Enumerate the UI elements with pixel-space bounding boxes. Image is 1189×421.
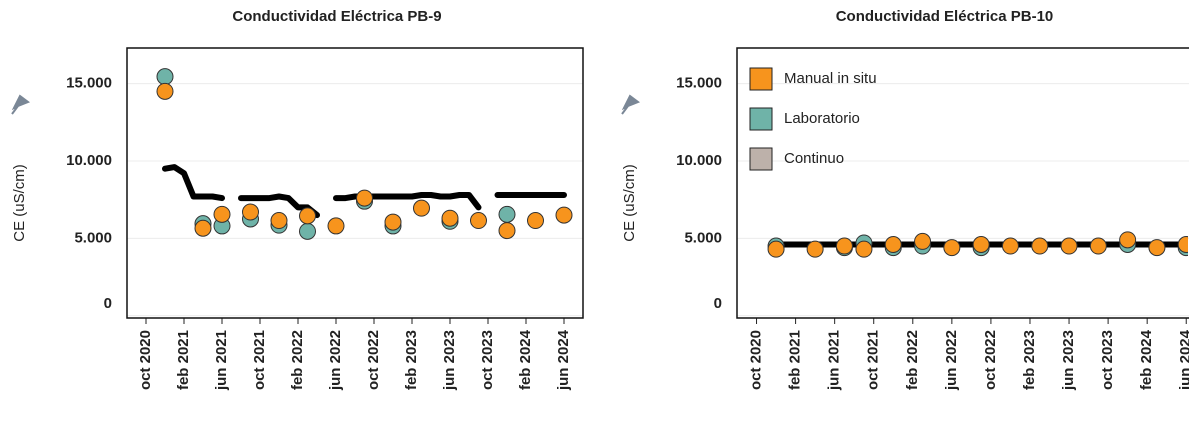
x-tick-label: feb 2023 — [403, 330, 420, 390]
data-point — [299, 207, 316, 225]
data-point — [242, 203, 259, 221]
legend-label: Continuo — [784, 150, 844, 167]
data-point — [855, 240, 873, 258]
y-tick-label: 5.000 — [74, 229, 112, 246]
data-point — [943, 239, 961, 257]
x-tick-label: oct 2020 — [137, 330, 154, 390]
y-tick-label: 15.000 — [676, 75, 722, 92]
pin-icon — [11, 94, 641, 115]
data-point — [194, 219, 212, 237]
x-tick-label: oct 2023 — [1099, 330, 1116, 390]
y-tick-label: 0 — [714, 295, 722, 312]
y-tick-label: 10.000 — [676, 152, 722, 169]
data-point — [767, 240, 785, 258]
y-tick-label: 5.000 — [684, 229, 722, 246]
data-point — [884, 236, 902, 254]
legend-swatch — [749, 147, 773, 171]
x-tick-label: jun 2023 — [441, 330, 458, 391]
legend-swatch — [749, 67, 773, 91]
y-tick-label: 15.000 — [66, 75, 112, 92]
data-point — [498, 205, 516, 223]
data-point — [835, 237, 853, 255]
data-point — [806, 240, 824, 258]
continuous-line — [162, 164, 567, 219]
data-point — [555, 206, 573, 224]
data-point — [270, 212, 288, 230]
plot-frame — [126, 47, 584, 319]
y-tick-label: 0 — [104, 295, 112, 312]
data-point — [527, 212, 544, 230]
data-point — [498, 222, 516, 240]
x-tick-label: feb 2023 — [1021, 330, 1038, 390]
data-point — [299, 222, 316, 240]
y-axis-label: CE (uS/cm) — [621, 164, 638, 242]
data-point — [327, 217, 345, 235]
data-point — [1001, 237, 1019, 255]
data-point — [356, 189, 373, 207]
x-tick-label: jun 2022 — [327, 330, 344, 391]
data-point — [1177, 236, 1188, 254]
data-point — [156, 82, 174, 100]
x-tick-label: feb 2021 — [787, 330, 804, 390]
x-tick-label: jun 2021 — [213, 330, 230, 391]
plot-area — [156, 68, 573, 240]
x-tick-label: jun 2024 — [555, 329, 572, 391]
x-tick-label: feb 2021 — [175, 330, 192, 390]
data-point — [213, 205, 231, 223]
data-point — [384, 213, 402, 231]
x-tick-label: oct 2023 — [479, 330, 496, 390]
data-point — [972, 236, 990, 254]
x-tick-label: jun 2023 — [1060, 330, 1077, 391]
x-tick-label: oct 2020 — [748, 330, 765, 390]
x-tick-label: oct 2022 — [982, 330, 999, 390]
chart-title: Conductividad Eléctrica PB-9 — [232, 8, 441, 25]
data-point — [914, 232, 932, 250]
data-point — [1089, 237, 1107, 255]
chart-title: Conductividad Eléctrica PB-10 — [836, 8, 1054, 25]
data-point — [470, 212, 487, 230]
data-point — [1060, 237, 1078, 255]
plot-area — [767, 231, 1188, 258]
x-tick-label: oct 2021 — [251, 330, 268, 390]
x-tick-label: feb 2024 — [517, 329, 534, 390]
data-point — [413, 199, 430, 217]
legend-label: Manual in situ — [784, 70, 877, 87]
x-tick-label: jun 2024 — [1177, 329, 1189, 391]
legend-swatch — [749, 107, 773, 131]
x-tick-label: feb 2022 — [289, 330, 306, 390]
x-tick-label: jun 2022 — [943, 330, 960, 391]
x-tick-label: feb 2022 — [904, 330, 921, 390]
data-point — [1148, 239, 1166, 257]
data-point — [1031, 237, 1049, 255]
x-tick-label: oct 2022 — [365, 330, 382, 390]
plot-frame — [736, 47, 1189, 319]
x-tick-label: jun 2021 — [826, 330, 843, 391]
x-tick-label: feb 2024 — [1138, 329, 1155, 390]
x-tick-label: oct 2021 — [865, 330, 882, 390]
y-axis-label: CE (uS/cm) — [11, 164, 28, 242]
data-point — [441, 209, 459, 227]
y-tick-label: 10.000 — [66, 152, 112, 169]
data-point — [1119, 231, 1137, 249]
legend-label: Laboratorio — [784, 110, 860, 127]
data-point — [156, 68, 174, 86]
